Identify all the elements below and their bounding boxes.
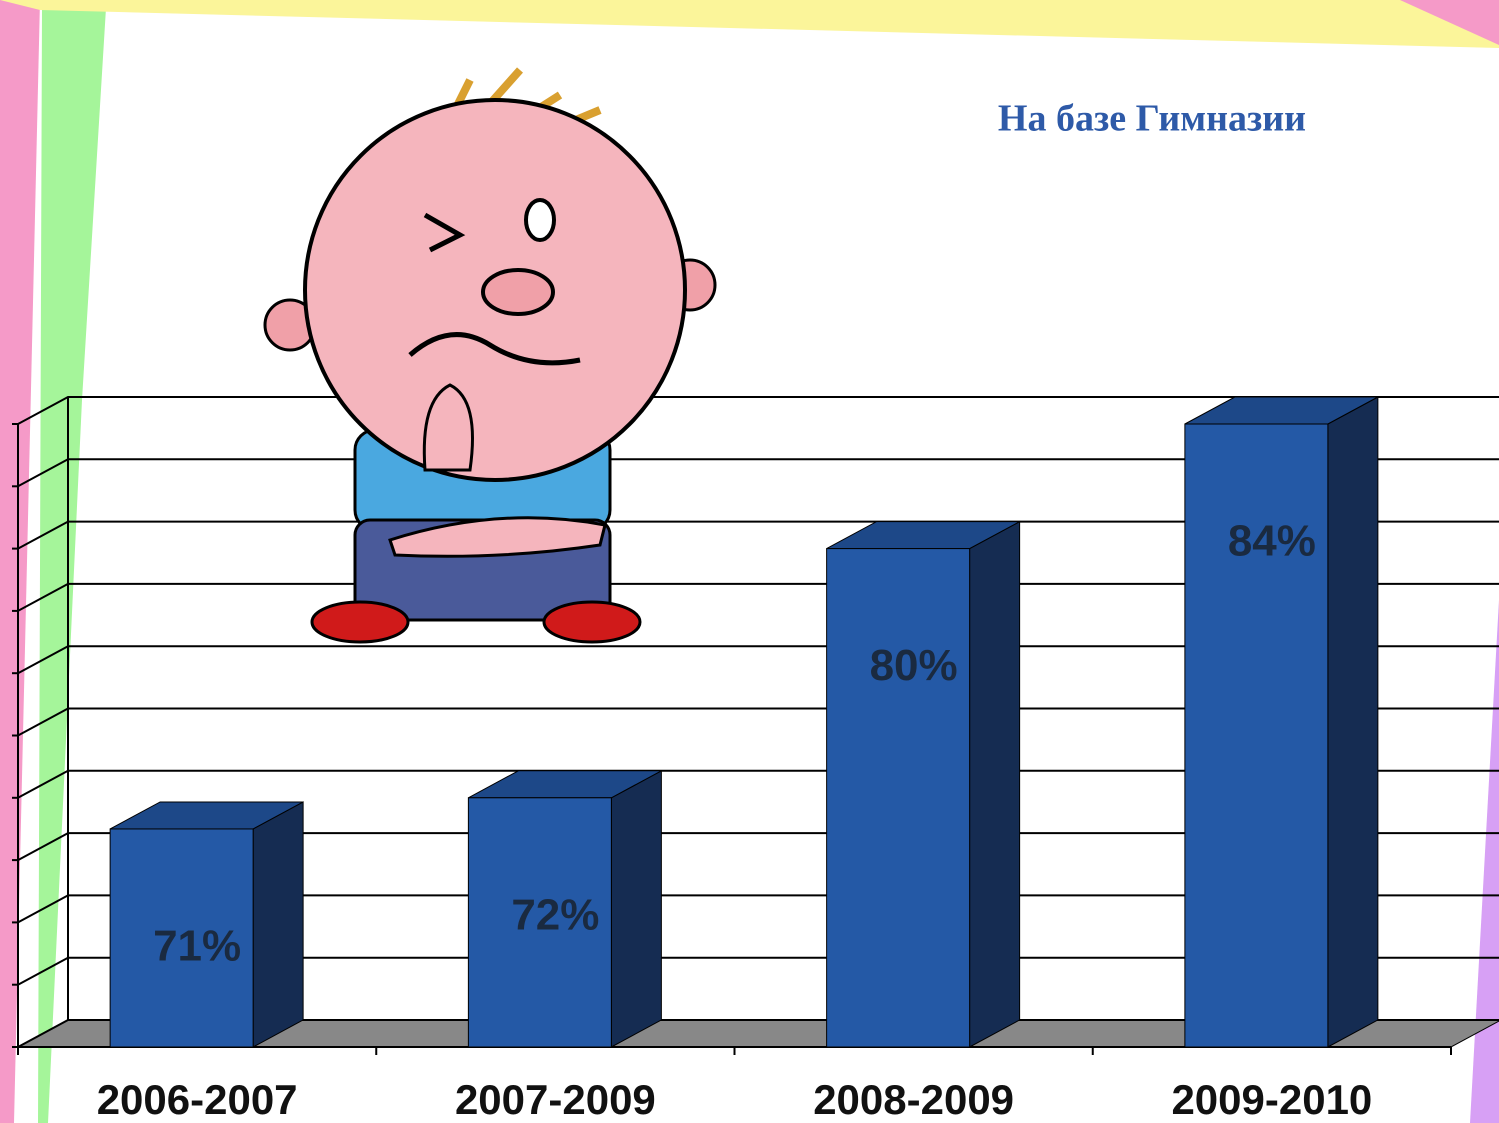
x-tick-label: 2008-2009 bbox=[813, 1076, 1014, 1123]
chart: На базе Гимназии 71% 2006-2007 72% 2007-200… bbox=[0, 0, 1499, 1123]
x-tick-label: 2009-2010 bbox=[1171, 1076, 1372, 1123]
border-green bbox=[38, 8, 106, 1123]
eye bbox=[526, 200, 554, 240]
bar-side bbox=[1328, 397, 1378, 1047]
shoe bbox=[312, 602, 408, 642]
value-label: 84% bbox=[1228, 517, 1316, 566]
nose bbox=[483, 270, 553, 314]
x-tick-label: 2006-2007 bbox=[97, 1076, 298, 1123]
value-label: 71% bbox=[153, 922, 241, 971]
bar-side bbox=[611, 771, 661, 1047]
page: На базе Гимназии 71% 2006-2007 72% 2007-200… bbox=[0, 0, 1499, 1123]
border-pink bbox=[0, 0, 40, 1123]
plot-area: 71% 2006-2007 72% 2007-2009 80% 2008-2009 84% 2… bbox=[12, 397, 1499, 1123]
value-label: 72% bbox=[511, 890, 599, 939]
value-label: 80% bbox=[870, 641, 958, 690]
border-yellow bbox=[0, 0, 1499, 48]
shoe bbox=[544, 602, 640, 642]
x-tick-label: 2007-2009 bbox=[455, 1076, 656, 1123]
cartoon-boy bbox=[265, 70, 715, 642]
bar-side bbox=[253, 802, 303, 1047]
chart-title: На базе Гимназии bbox=[998, 98, 1306, 140]
bar-side bbox=[970, 522, 1020, 1047]
border-purple bbox=[1470, 600, 1499, 1123]
bar bbox=[827, 549, 970, 1047]
